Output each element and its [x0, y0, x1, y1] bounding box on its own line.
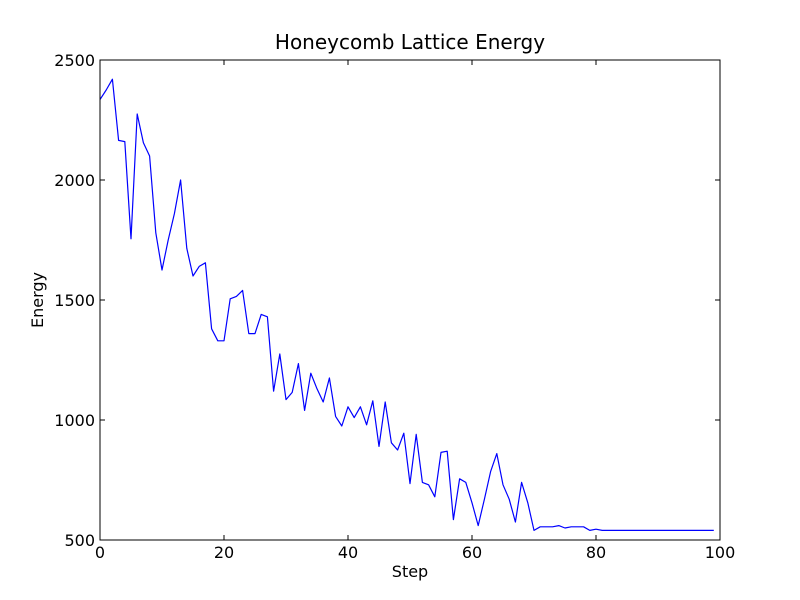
x-tick-label: 0	[95, 543, 105, 562]
x-axis-label: Step	[392, 562, 428, 581]
x-tick-label: 40	[338, 543, 358, 562]
plot-frame	[99, 59, 721, 541]
x-tick-label: 80	[586, 543, 606, 562]
y-tick-label: 500	[64, 531, 95, 550]
y-tick-label: 1000	[54, 411, 95, 430]
chart-title: Honeycomb Lattice Energy	[275, 30, 545, 54]
x-tick-label: 100	[705, 543, 736, 562]
series-line	[99, 78, 714, 532]
y-tick-label: 1500	[54, 291, 95, 310]
plot-area: 0 20 40 60 80 100 500 1000 1500 2000 2500	[54, 51, 735, 562]
y-tick-label: 2000	[54, 171, 95, 190]
x-tick-label: 20	[214, 543, 234, 562]
x-tick-label: 60	[462, 543, 482, 562]
y-tick-label: 2500	[54, 51, 95, 70]
y-axis-label: Energy	[28, 272, 47, 328]
